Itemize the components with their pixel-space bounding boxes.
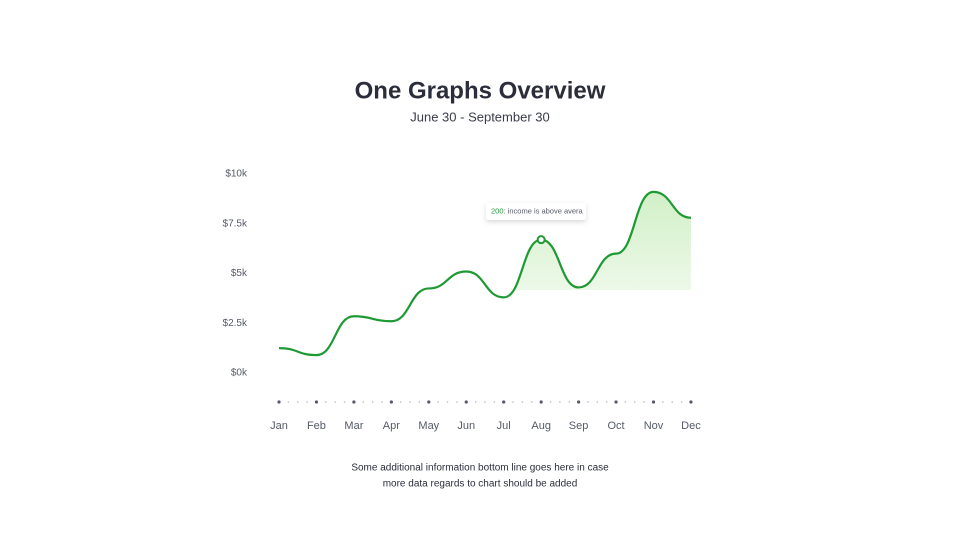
axis-dot-minor xyxy=(484,401,486,403)
axis-dot-minor xyxy=(633,401,636,403)
axis-dot xyxy=(427,400,431,404)
axis-dot-minor xyxy=(587,401,589,403)
axis-dot-minor xyxy=(325,401,327,403)
axis-dot-minor xyxy=(559,401,561,403)
axis-dot xyxy=(539,400,543,404)
axis-dot-minor xyxy=(371,401,374,403)
axis-dot-minor xyxy=(381,401,383,403)
axis-dot-minor xyxy=(568,401,571,403)
axis-dot-minor xyxy=(643,401,645,403)
tooltip-box xyxy=(486,203,586,220)
axis-dot xyxy=(277,400,281,404)
highlight-area xyxy=(515,191,691,290)
y-tick-label: $2.5k xyxy=(223,318,248,329)
x-tick-label: Nov xyxy=(644,420,664,432)
axis-dot-minor xyxy=(549,401,552,403)
axis-dot xyxy=(577,400,581,404)
axis-dot-minor xyxy=(530,401,533,403)
axis-dot-minor xyxy=(680,401,683,403)
tooltip-text: 200: income is above avera xyxy=(491,206,584,215)
axis-dot xyxy=(651,400,656,404)
y-tick-label: $10k xyxy=(225,169,248,180)
x-tick-label: Aug xyxy=(531,420,551,432)
highlight-point xyxy=(536,235,546,245)
axis-dot xyxy=(352,400,356,404)
axis-dot xyxy=(314,400,319,404)
x-tick-label: Feb xyxy=(307,420,326,432)
tooltip: 200: income is above avera xyxy=(486,203,586,220)
x-tick-label: Apr xyxy=(383,420,400,432)
axis-dot-minor xyxy=(418,401,421,403)
x-tick-label: Mar xyxy=(344,420,363,432)
axis-dot xyxy=(614,400,618,404)
y-tick-label: $7.5k xyxy=(223,218,248,229)
axis-dot-minor xyxy=(605,401,608,403)
x-tick-label: Oct xyxy=(607,420,624,432)
axis-dot-minor xyxy=(662,401,664,403)
x-tick-label: May xyxy=(418,420,439,432)
axis-dot-minor xyxy=(474,401,477,403)
axis-dot-minor xyxy=(362,401,365,403)
axis-dot-minor xyxy=(624,401,627,403)
footnote: Some additional information bottom line … xyxy=(351,463,609,474)
axis-dot-minor xyxy=(493,401,496,403)
axis-dot-minor xyxy=(343,401,346,403)
axis-dot xyxy=(502,400,506,404)
chart-subtitle: June 30 - September 30 xyxy=(410,109,549,124)
axis-dot-minor xyxy=(512,401,514,403)
axis-dot-minor xyxy=(521,401,524,403)
axis-dot-minor xyxy=(399,401,402,403)
axis-dot-minor xyxy=(671,401,674,403)
tooltip-label: : income is above avera xyxy=(504,206,584,215)
x-tick-label: Jul xyxy=(497,420,511,432)
y-tick-label: $0k xyxy=(231,368,248,379)
chart-title: One Graphs Overview xyxy=(355,77,606,104)
line xyxy=(278,190,692,357)
x-tick-label: Sep xyxy=(569,420,589,432)
x-tick-label: Dec xyxy=(681,420,701,432)
x-tick-label: Jan xyxy=(270,420,288,432)
tooltip-value: 200 xyxy=(491,206,504,215)
axis-dot xyxy=(464,400,468,404)
x-tick-label: Jun xyxy=(457,420,475,432)
axis-dot-minor xyxy=(306,401,308,403)
axis-dot-minor xyxy=(596,401,599,403)
axis-dot xyxy=(689,400,693,404)
axis-dot-minor xyxy=(456,401,458,403)
axis-dot-minor xyxy=(287,401,290,403)
axis-dot-minor xyxy=(446,401,449,403)
footnote: more data regards to chart should be add… xyxy=(383,479,578,490)
y-tick-label: $5k xyxy=(231,268,248,279)
axis-dot-minor xyxy=(437,401,439,403)
axis-dot-minor xyxy=(409,401,411,403)
axis-dot-minor xyxy=(334,401,336,403)
axis-dot-minor xyxy=(296,401,299,403)
axis-dot xyxy=(389,400,393,404)
